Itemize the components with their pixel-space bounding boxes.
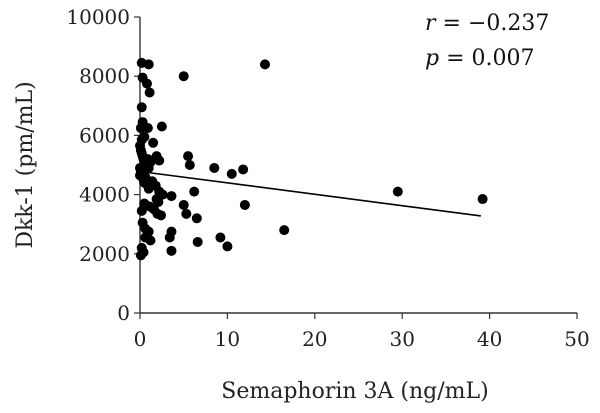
data-point	[145, 235, 156, 246]
data-point	[143, 59, 154, 70]
data-point	[189, 186, 200, 197]
data-point	[166, 191, 177, 202]
data-point	[142, 123, 153, 133]
data-point	[178, 71, 189, 82]
correlation-annotation: r = −0.237	[425, 11, 549, 36]
x-tick-label: 0	[134, 327, 147, 351]
data-point	[259, 59, 270, 70]
data-point	[156, 121, 167, 132]
p-value-annotation: p = 0.007	[425, 46, 535, 71]
data-point	[155, 210, 166, 221]
data-point	[153, 197, 164, 207]
data-point	[184, 160, 195, 170]
data-point	[215, 232, 226, 243]
x-tick-label: 20	[302, 327, 327, 351]
x-tick-label: 10	[215, 327, 240, 351]
correlation-symbol: r	[425, 11, 437, 36]
y-axis-title: Dkk-1 (pm/mL)	[13, 81, 38, 248]
data-point	[181, 208, 192, 219]
data-point	[191, 213, 202, 224]
p-value-symbol: p	[425, 46, 439, 71]
data-point	[279, 225, 290, 236]
data-points	[135, 57, 488, 261]
data-point	[192, 236, 203, 247]
data-point	[239, 199, 250, 210]
data-point	[209, 162, 220, 173]
data-point	[154, 155, 165, 166]
x-tick-label: 30	[389, 327, 414, 351]
data-point	[166, 245, 177, 256]
data-point	[477, 194, 488, 205]
data-point	[145, 157, 156, 168]
data-point	[135, 250, 146, 261]
data-point	[178, 199, 189, 210]
y-tick-label: 8000	[79, 64, 130, 88]
data-point	[392, 186, 403, 197]
data-point	[183, 151, 194, 162]
data-point	[135, 123, 146, 133]
trendline	[139, 170, 481, 217]
trendline-group	[139, 170, 481, 217]
y-tick-label: 2000	[79, 242, 130, 266]
data-point	[222, 241, 233, 252]
x-tick-label: 50	[564, 327, 589, 351]
data-point	[148, 137, 159, 148]
data-point	[164, 232, 175, 243]
y-tick-label: 0	[117, 301, 130, 325]
data-point	[136, 102, 147, 113]
y-tick-label: 10000	[66, 5, 130, 29]
y-tick-label: 4000	[79, 183, 130, 207]
data-point	[238, 164, 249, 175]
x-axis-title: Semaphorin 3A (ng/mL)	[221, 379, 488, 404]
tick-group: 0 2000 4000 6000 8000 10000 0 10 20 30 40 50	[66, 5, 589, 351]
correlation-value: = −0.237	[436, 11, 550, 36]
y-tick-label: 6000	[79, 123, 130, 147]
data-point	[139, 131, 150, 142]
x-tick-label: 40	[477, 327, 502, 351]
data-point	[226, 168, 237, 179]
data-point	[144, 87, 155, 98]
p-value-value: = 0.007	[439, 46, 534, 71]
data-point	[141, 78, 152, 89]
